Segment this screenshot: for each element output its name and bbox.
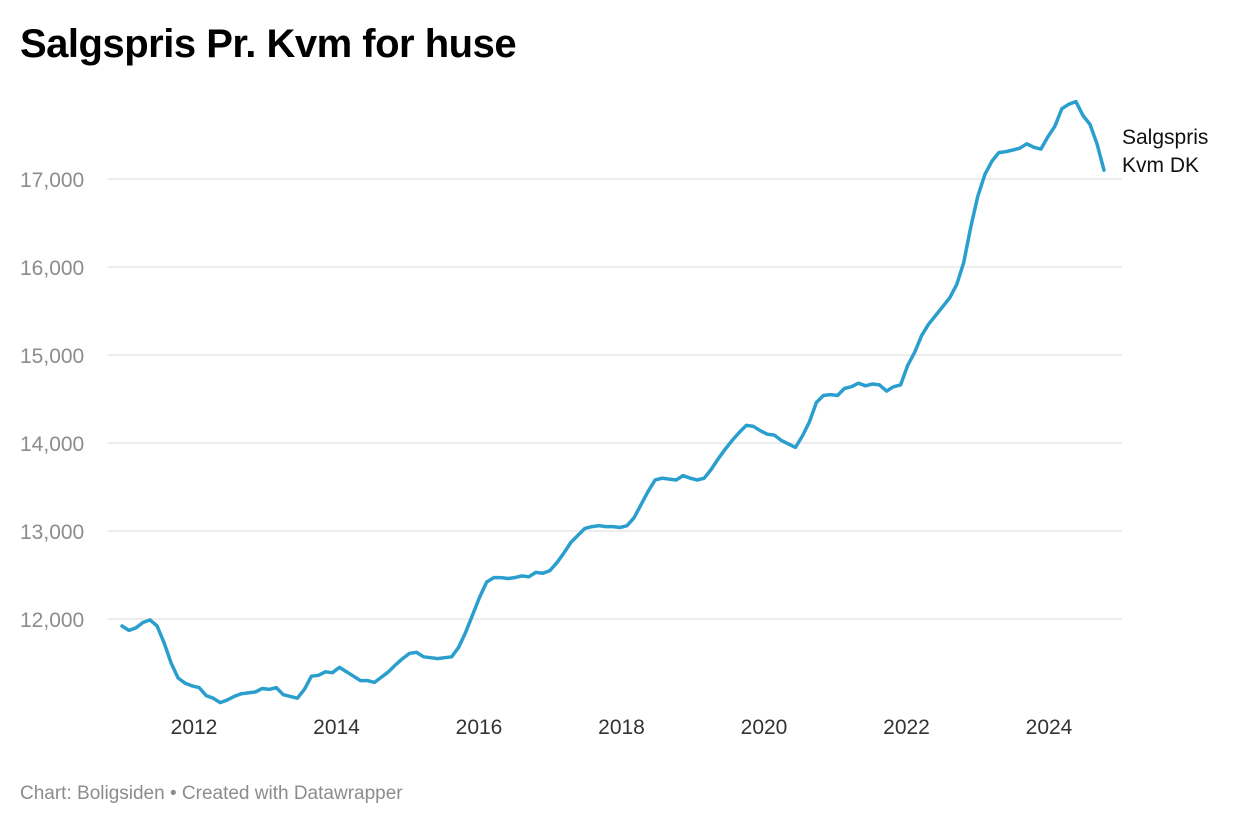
chart-source-footer: Chart: Boligsiden • Created with Datawra…: [20, 783, 403, 804]
x-tick-label: 2022: [883, 716, 930, 739]
series-lines: [120, 99, 1106, 705]
x-tick-label: 2014: [313, 716, 360, 739]
x-tick-label: 2018: [598, 716, 645, 739]
y-tick-label: 16,000: [20, 257, 84, 280]
y-tick-label: 12,000: [20, 609, 84, 632]
series-labels: Salgspris Kvm DK: [1122, 126, 1208, 177]
x-tick-label: 2016: [456, 716, 503, 739]
series-label: Kvm DK: [1122, 154, 1199, 177]
y-tick-label: 15,000: [20, 345, 84, 368]
series-label: Salgspris: [1122, 126, 1208, 149]
series-line: [120, 99, 1106, 705]
x-tick-label: 2024: [1026, 716, 1073, 739]
y-tick-label: 17,000: [20, 169, 84, 192]
x-tick-label: 2020: [741, 716, 788, 739]
x-axis-ticks: 2012 2014 2016 2018 2020 2022 2024: [171, 716, 1073, 739]
chart-title: Salgspris Pr. Kvm for huse: [20, 22, 517, 66]
y-tick-label: 13,000: [20, 521, 84, 544]
x-tick-label: 2012: [171, 716, 218, 739]
y-axis-ticks: 12,000 13,000 14,000 15,000 16,000 17,000: [20, 169, 84, 632]
y-tick-label: 14,000: [20, 433, 84, 456]
gridlines: [108, 178, 1122, 620]
